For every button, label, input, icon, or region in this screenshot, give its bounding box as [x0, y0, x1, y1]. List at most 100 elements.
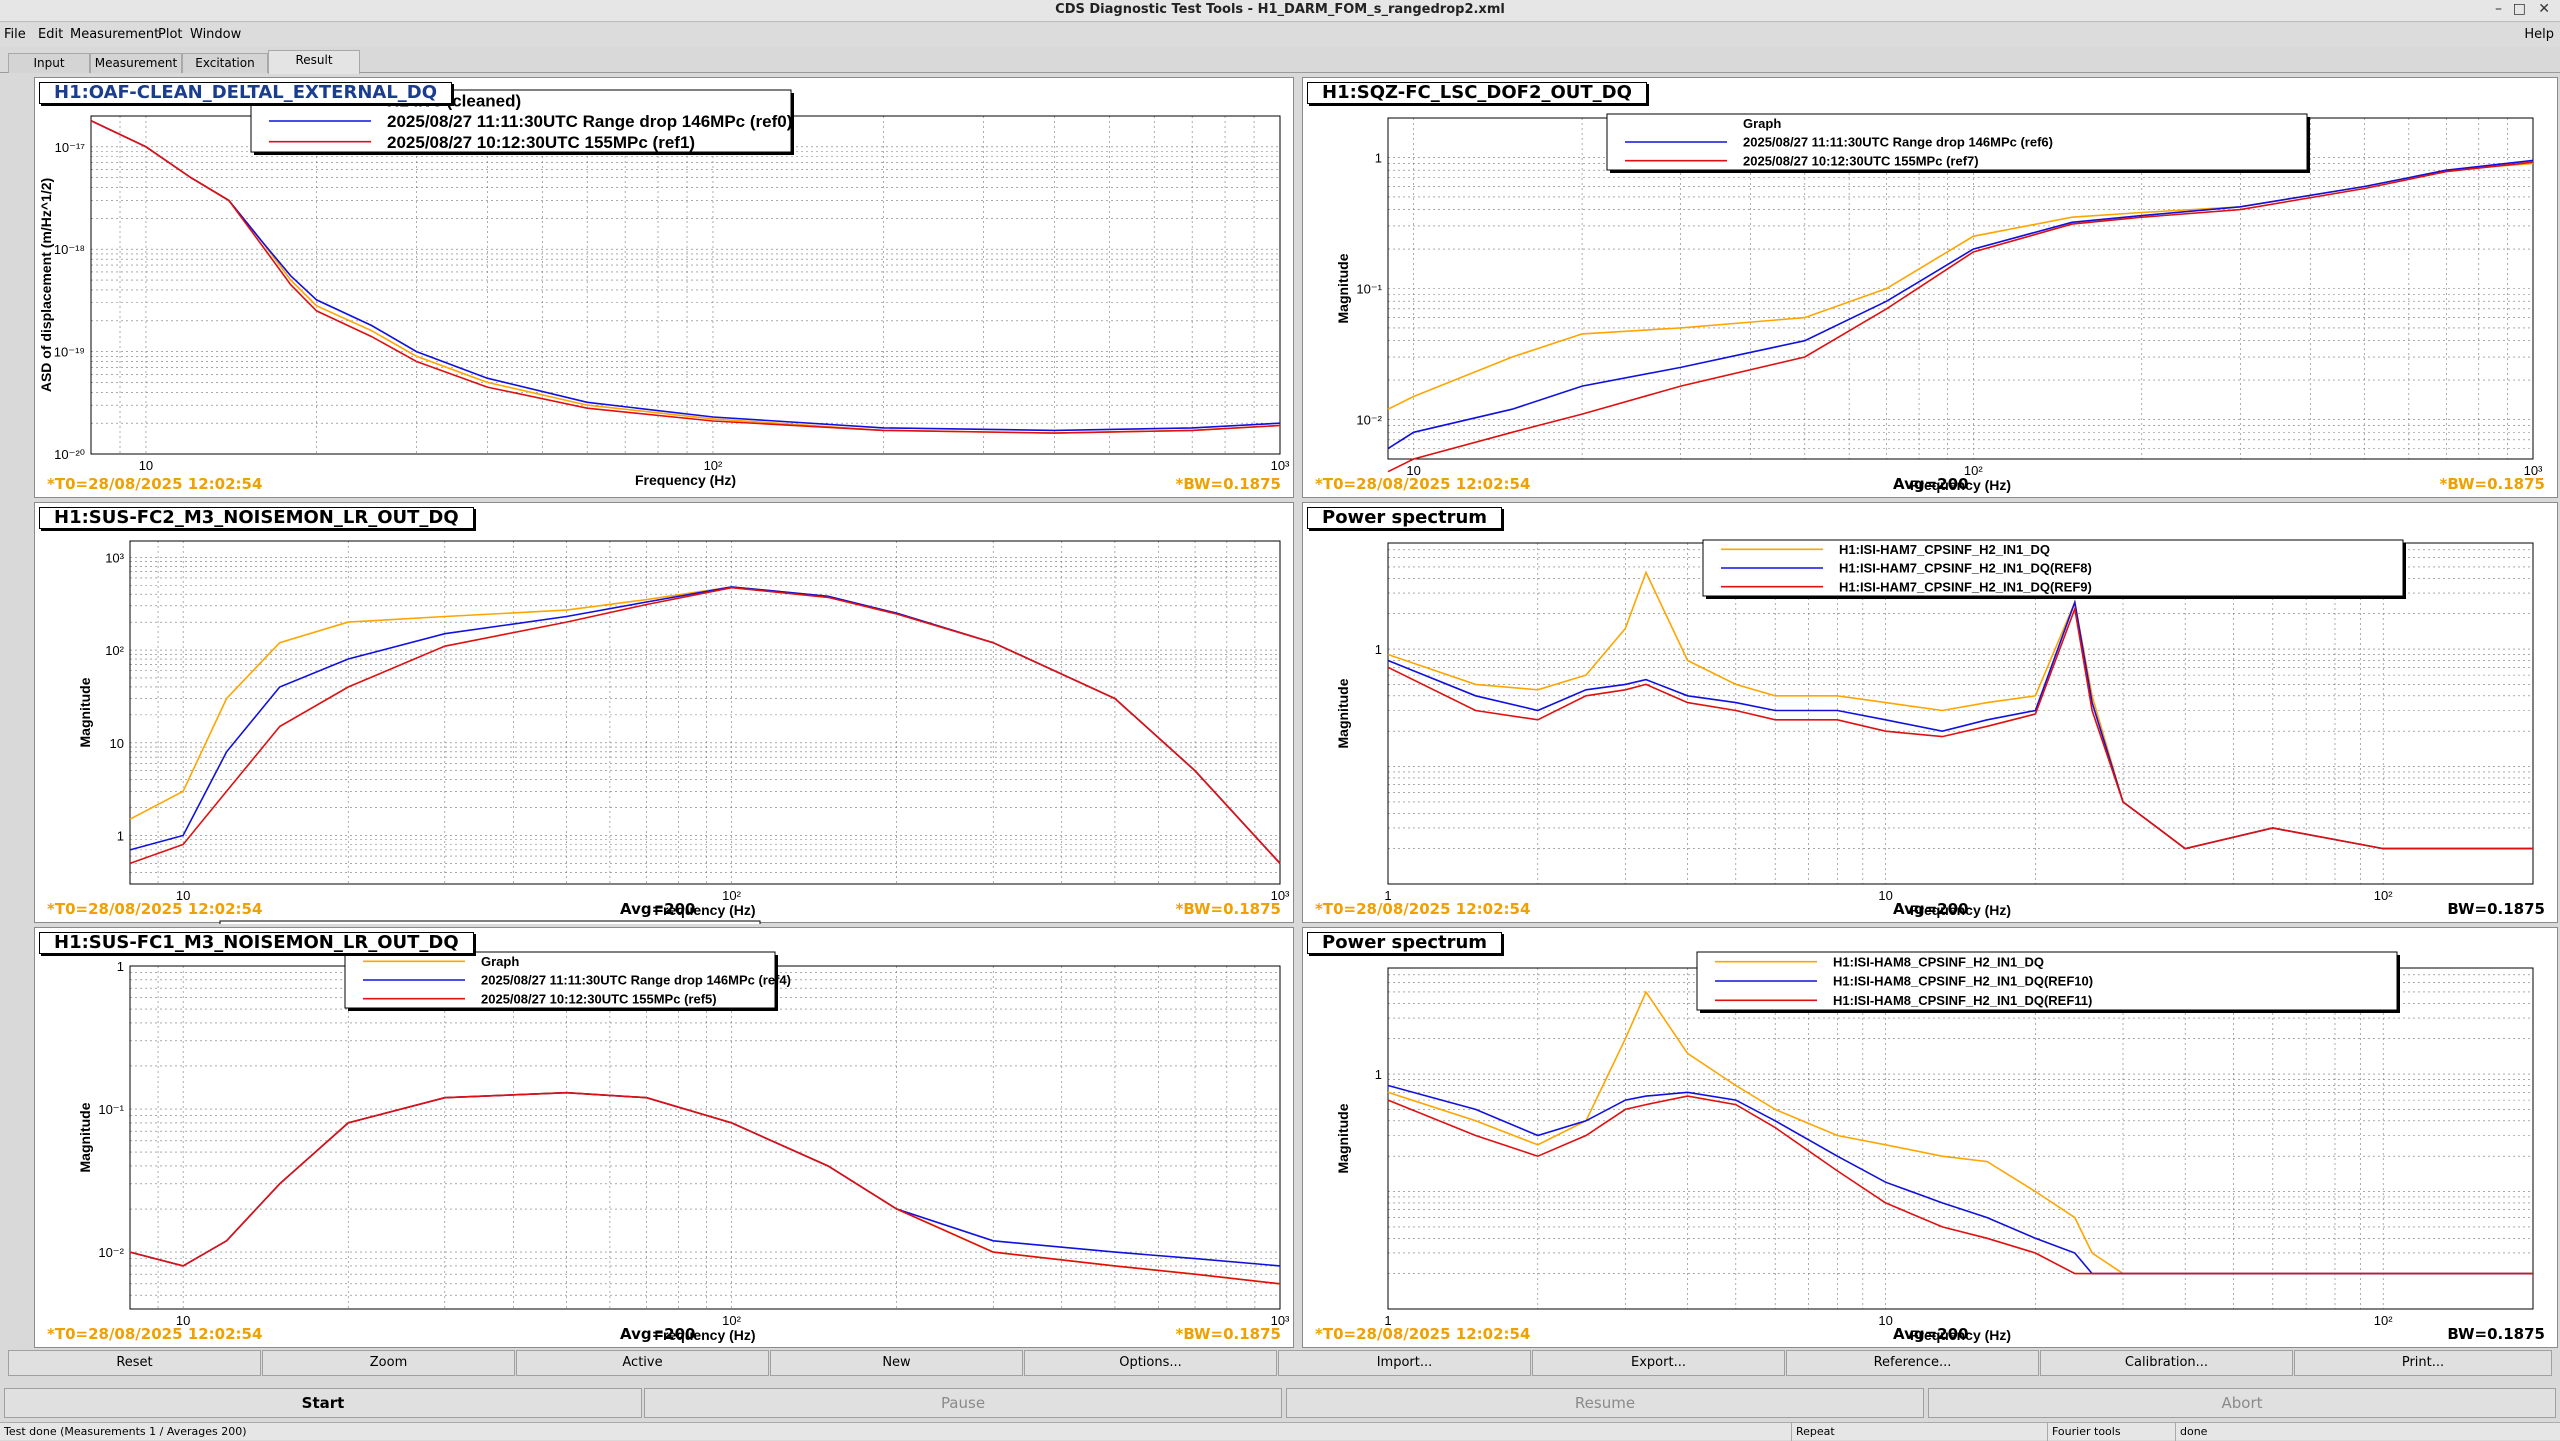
menu-bar: File Edit Measurement Plot Window Help — [0, 23, 2560, 47]
plot-panel-ham8[interactable]: 1 10 10² 1 Frequency (Hz) Magnitude H1:ISI-HAM… — [1302, 927, 2558, 1348]
x-tick-label: 10² — [2374, 1313, 2393, 1328]
status-tools: Fourier tools — [2048, 1423, 2176, 1441]
plot-panel-ham7[interactable]: 1 10 10² 1 Frequency (Hz) Magnitude H1:ISI-HAM… — [1302, 502, 2558, 923]
options-button[interactable]: Options... — [1024, 1350, 1277, 1376]
magnitude-chart[interactable]: 10 10² 10³ 10⁻² 10⁻¹ 1 Frequency (Hz) Magnitude… — [1303, 78, 2559, 499]
legend: H1 live (cleaned)2025/08/27 11:11:30UTC … — [250, 89, 794, 155]
plot-frame — [90, 115, 1281, 455]
plot-panel-sus-fc2[interactable]: 10 10² 10³ 1 10 10² 10³ Frequency (Hz) Magnitude… — [34, 502, 1295, 924]
x-axis-label: Frequency (Hz) — [654, 1327, 755, 1343]
grid — [1387, 967, 2534, 1310]
plot-control-buttons: Reset Zoom Active New Options... Import.… — [0, 1350, 2560, 1376]
x-tick-label: 10³ — [1271, 458, 1290, 473]
tab-input[interactable]: Input — [8, 53, 90, 73]
legend-entry: 2025/08/27 10:12:30UTC 155MPc (ref5) — [481, 991, 717, 1006]
menu-help[interactable]: Help — [2524, 27, 2554, 42]
maximize-icon[interactable]: □ — [2512, 1, 2526, 17]
asd-chart[interactable]: 10 10² 10³ 10⁻²⁰ 10⁻¹⁹ 10⁻¹⁸ 10⁻¹⁷ Frequency (H… — [35, 78, 1295, 499]
magnitude-chart[interactable]: 10 10² 10³ 1 10 10² 10³ Frequency (Hz) Magnitude… — [35, 503, 1295, 924]
title-bar: CDS Diagnostic Test Tools - H1_DARM_FOM_… — [0, 0, 2560, 22]
x-tick-label: 1 — [1384, 888, 1391, 903]
avg-label: Avg=200 — [1893, 475, 1969, 493]
series-line — [1387, 605, 2533, 850]
x-tick-label: 10 — [1878, 1313, 1892, 1328]
t0-label: *T0=28/08/2025 12:02:54 — [47, 1325, 263, 1343]
minimize-icon[interactable]: – — [2495, 1, 2502, 17]
series-line — [129, 586, 1281, 864]
series-line — [1387, 1084, 2533, 1275]
start-button[interactable]: Start — [4, 1388, 642, 1418]
menu-edit[interactable]: Edit — [38, 27, 64, 42]
abort-button[interactable]: Abort — [1928, 1388, 2556, 1418]
series-line — [1387, 599, 2533, 850]
calibration-button[interactable]: Calibration... — [2040, 1350, 2293, 1376]
legend: Graph 2025/08/27 11:11:30UTC Range drop 1… — [344, 951, 791, 1011]
reference-button[interactable]: Reference... — [1786, 1350, 2039, 1376]
bw-label: *BW=0.1875 — [1175, 475, 1281, 493]
resume-button[interactable]: Resume — [1286, 1388, 1924, 1418]
series-line — [129, 1091, 1281, 1285]
plot-panel-sqz-fc[interactable]: 10 10² 10³ 10⁻² 10⁻¹ 1 Frequency (Hz) Magnitude… — [1302, 77, 2558, 498]
x-axis-label: Frequency (Hz) — [635, 472, 736, 488]
series-line — [1387, 162, 2534, 410]
import-button[interactable]: Import... — [1278, 1350, 1531, 1376]
y-tick-label: 1 — [117, 829, 124, 844]
power-spectrum-chart[interactable]: 1 10 10² 1 Frequency (Hz) Magnitude H1:ISI-HAM… — [1303, 503, 2559, 924]
x-tick-label: 10³ — [1271, 888, 1290, 903]
y-tick-label: 1 — [1375, 1067, 1382, 1082]
legend-entry: 2025/08/27 11:11:30UTC Range drop 146MPc… — [387, 112, 792, 131]
series-line — [1387, 159, 2534, 450]
plot-frame — [129, 540, 1281, 885]
y-tick-label: 10⁻²⁰ — [54, 447, 85, 462]
pause-button[interactable]: Pause — [644, 1388, 1282, 1418]
menu-plot[interactable]: Plot — [158, 27, 183, 42]
magnitude-chart[interactable]: 10 10² 10³ 10⁻² 10⁻¹ 1 Frequency (Hz) Magnitude… — [35, 928, 1295, 1349]
window-title: CDS Diagnostic Test Tools - H1_DARM_FOM_… — [1055, 2, 1505, 17]
plot-panel-sus-fc1[interactable]: 10 10² 10³ 10⁻² 10⁻¹ 1 Frequency (Hz) Magnitude… — [34, 927, 1294, 1348]
x-tick-label: 10³ — [1271, 1313, 1290, 1328]
x-tick-label: 10² — [1964, 463, 1983, 478]
legend-entry: H1:ISI-HAM7_CPSINF_H2_IN1_DQ(REF9) — [1839, 579, 2092, 594]
new-button[interactable]: New — [770, 1350, 1023, 1376]
panel-title: Power spectrum — [1307, 932, 1503, 954]
legend-entry: H1:ISI-HAM7_CPSINF_H2_IN1_DQ — [1839, 542, 2050, 557]
x-axis-label: Frequency (Hz) — [654, 902, 755, 918]
menu-window[interactable]: Window — [190, 27, 242, 42]
status-repeat: Repeat — [1792, 1423, 2048, 1441]
x-tick-label: 10 — [176, 1313, 190, 1328]
series-line — [1387, 1095, 2533, 1275]
panel-title: H1:SUS-FC1_M3_NOISEMON_LR_OUT_DQ — [39, 932, 474, 954]
tab-measurement[interactable]: Measurement — [90, 53, 182, 73]
print-button[interactable]: Print... — [2294, 1350, 2552, 1376]
legend-entry: H1:ISI-HAM8_CPSINF_H2_IN1_DQ(REF10) — [1833, 974, 2093, 989]
power-spectrum-chart[interactable]: 1 10 10² 1 Frequency (Hz) Magnitude H1:ISI-HAM… — [1303, 928, 2559, 1349]
y-axis-label: Magnitude — [1335, 1103, 1351, 1173]
x-tick-label: 10 — [1878, 888, 1892, 903]
menu-measurement[interactable]: Measurement — [70, 27, 160, 42]
reset-button[interactable]: Reset — [8, 1350, 261, 1376]
t0-label: *T0=28/08/2025 12:02:54 — [1315, 900, 1531, 918]
legend-entry: H1:ISI-HAM8_CPSINF_H2_IN1_DQ — [1833, 954, 2044, 969]
y-tick-label: 10³ — [105, 550, 124, 565]
panel-title: H1:SQZ-FC_LSC_DOF2_OUT_DQ — [1307, 82, 1647, 104]
y-tick-label: 10⁻¹ — [1356, 282, 1382, 297]
tab-result[interactable]: Result — [268, 50, 360, 74]
y-axis-label: Magnitude — [77, 1102, 93, 1172]
x-axis-label: Frequency (Hz) — [1910, 902, 2011, 918]
tab-excitation[interactable]: Excitation — [182, 53, 268, 73]
close-icon[interactable]: ✕ — [2538, 1, 2550, 17]
avg-label: Avg=200 — [1893, 900, 1969, 918]
export-button[interactable]: Export... — [1532, 1350, 1785, 1376]
y-axis-label: Magnitude — [77, 677, 93, 747]
t0-label: *T0=28/08/2025 12:02:54 — [1315, 1325, 1531, 1343]
zoom-button[interactable]: Zoom — [262, 1350, 515, 1376]
active-button[interactable]: Active — [516, 1350, 769, 1376]
y-tick-label: 10⁻² — [98, 1245, 124, 1260]
plot-panel-oaf-clean[interactable]: 10 10² 10³ 10⁻²⁰ 10⁻¹⁹ 10⁻¹⁸ 10⁻¹⁷ Frequency (H… — [34, 77, 1294, 498]
avg-label: Avg=200 — [620, 1325, 696, 1343]
avg-label: Avg=200 — [1893, 1325, 1969, 1343]
x-tick-label: 10 — [1406, 463, 1420, 478]
menu-file[interactable]: File — [4, 27, 26, 42]
x-tick-label: 10² — [704, 458, 723, 473]
y-tick-label: 10⁻¹⁹ — [54, 345, 85, 360]
